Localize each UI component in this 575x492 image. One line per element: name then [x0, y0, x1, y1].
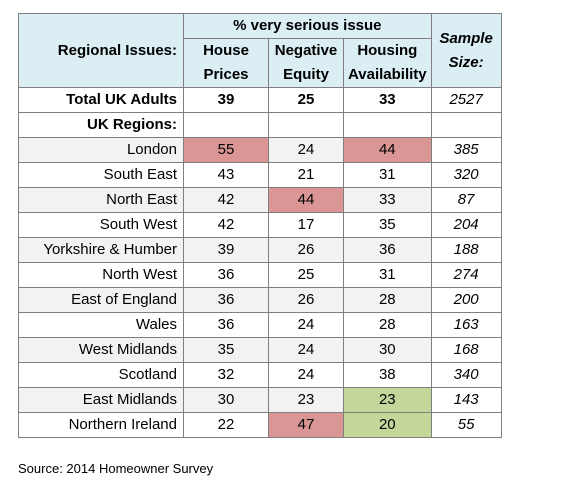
empty-cell [268, 112, 344, 138]
row-header: Regional Issues: [18, 13, 184, 88]
region-row-northern-ireland: Northern Ireland 22 47 20 55 [18, 412, 502, 438]
region-row-east-of-england: East of England 36 26 28 200 [18, 287, 502, 313]
cell-house-prices: 36 [183, 287, 269, 313]
cell-house-prices: 43 [183, 162, 269, 188]
region-label: South West [18, 212, 184, 238]
cell-housing-availability: 23 [343, 387, 432, 413]
region-label: West Midlands [18, 337, 184, 363]
header-row-columns: House Prices Negative Equity Housing Availa… [19, 38, 502, 88]
cell-negative-equity: 44 [268, 187, 344, 213]
regions-label-row: UK Regions: [18, 112, 502, 138]
empty-cell [183, 112, 269, 138]
cell-house-prices: 36 [183, 312, 269, 338]
region-label: Wales [18, 312, 184, 338]
cell-sample-size: 200 [430, 287, 502, 313]
group-header: % very serious issue [183, 13, 432, 39]
total-negative-equity: 25 [268, 87, 344, 113]
region-label: North West [18, 262, 184, 288]
cell-house-prices: 35 [183, 337, 269, 363]
cell-sample-size: 143 [430, 387, 502, 413]
cell-negative-equity: 26 [268, 237, 344, 263]
region-row-west-midlands: West Midlands 35 24 30 168 [18, 337, 502, 363]
cell-housing-availability: 35 [343, 212, 432, 238]
cell-housing-availability: 28 [343, 312, 432, 338]
total-house-prices: 39 [183, 87, 269, 113]
cell-housing-availability: 31 [343, 162, 432, 188]
cell-house-prices: 32 [183, 362, 269, 388]
cell-negative-equity: 26 [268, 287, 344, 313]
total-housing-availability: 33 [343, 87, 432, 113]
column-header-housing-availability: Housing Availability [343, 38, 432, 88]
region-label: East Midlands [18, 387, 184, 413]
cell-housing-availability: 44 [343, 137, 432, 163]
region-label: East of England [18, 287, 184, 313]
regional-issues-table: Regional Issues: % very serious issue Sa… [18, 13, 502, 438]
total-sample-size: 2527 [430, 87, 502, 113]
cell-sample-size: 163 [430, 312, 502, 338]
cell-housing-availability: 30 [343, 337, 432, 363]
total-row: Total UK Adults 39 25 33 2527 [18, 87, 502, 113]
cell-negative-equity: 24 [268, 362, 344, 388]
cell-housing-availability: 20 [343, 412, 432, 438]
total-label: Total UK Adults [18, 87, 184, 113]
cell-house-prices: 36 [183, 262, 269, 288]
region-row-wales: Wales 36 24 28 163 [18, 312, 502, 338]
header-row-group: Regional Issues: % very serious issue Sa… [18, 13, 502, 88]
cell-negative-equity: 25 [268, 262, 344, 288]
cell-negative-equity: 24 [268, 337, 344, 363]
cell-house-prices: 22 [183, 412, 269, 438]
cell-sample-size: 188 [430, 237, 502, 263]
region-row-south-west: South West 42 17 35 204 [18, 212, 502, 238]
cell-house-prices: 55 [183, 137, 269, 163]
cell-negative-equity: 23 [268, 387, 344, 413]
cell-housing-availability: 33 [343, 187, 432, 213]
cell-sample-size: 320 [430, 162, 502, 188]
region-label: North East [18, 187, 184, 213]
cell-negative-equity: 21 [268, 162, 344, 188]
region-label: London [18, 137, 184, 163]
column-header-negative-equity: Negative Equity [268, 38, 344, 88]
cell-house-prices: 42 [183, 212, 269, 238]
cell-housing-availability: 31 [343, 262, 432, 288]
cell-negative-equity: 24 [268, 312, 344, 338]
regions-label: UK Regions: [18, 112, 184, 138]
cell-housing-availability: 36 [343, 237, 432, 263]
sample-size-header: Sample Size: [430, 13, 502, 88]
region-row-yorkshire-and-humber: Yorkshire & Humber 39 26 36 188 [18, 237, 502, 263]
source-note: Source: 2014 Homeowner Survey [18, 461, 214, 476]
cell-sample-size: 87 [430, 187, 502, 213]
cell-negative-equity: 24 [268, 137, 344, 163]
cell-house-prices: 39 [183, 237, 269, 263]
region-row-north-east: North East 42 44 33 87 [18, 187, 502, 213]
region-label: South East [18, 162, 184, 188]
cell-house-prices: 30 [183, 387, 269, 413]
cell-sample-size: 340 [430, 362, 502, 388]
empty-cell [430, 112, 502, 138]
region-row-scotland: Scotland 32 24 38 340 [18, 362, 502, 388]
region-row-north-west: North West 36 25 31 274 [18, 262, 502, 288]
column-header-house-prices: House Prices [183, 38, 269, 88]
region-label: Yorkshire & Humber [18, 237, 184, 263]
cell-sample-size: 168 [430, 337, 502, 363]
cell-sample-size: 385 [430, 137, 502, 163]
cell-sample-size: 55 [430, 412, 502, 438]
cell-housing-availability: 38 [343, 362, 432, 388]
cell-negative-equity: 17 [268, 212, 344, 238]
region-row-east-midlands: East Midlands 30 23 23 143 [18, 387, 502, 413]
cell-negative-equity: 47 [268, 412, 344, 438]
region-label: Northern Ireland [18, 412, 184, 438]
cell-sample-size: 204 [430, 212, 502, 238]
region-label: Scotland [18, 362, 184, 388]
region-row-london: London 55 24 44 385 [18, 137, 502, 163]
empty-cell [343, 112, 432, 138]
cell-housing-availability: 28 [343, 287, 432, 313]
region-row-south-east: South East 43 21 31 320 [18, 162, 502, 188]
cell-sample-size: 274 [430, 262, 502, 288]
cell-house-prices: 42 [183, 187, 269, 213]
